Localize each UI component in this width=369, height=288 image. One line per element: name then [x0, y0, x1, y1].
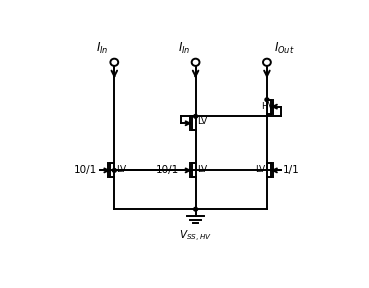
Text: $I_{Out}$: $I_{Out}$: [273, 41, 294, 56]
Text: LV: LV: [255, 164, 265, 173]
Text: 10/1: 10/1: [155, 165, 179, 175]
Circle shape: [194, 207, 197, 211]
Circle shape: [112, 168, 116, 172]
Text: 10/1: 10/1: [74, 165, 97, 175]
Circle shape: [194, 115, 197, 118]
Text: $I_{In}$: $I_{In}$: [96, 41, 109, 56]
Text: 1/1: 1/1: [283, 165, 300, 175]
Text: LV: LV: [116, 164, 126, 173]
Text: LV: LV: [197, 164, 207, 173]
Text: LV: LV: [197, 118, 207, 126]
Text: HV: HV: [261, 102, 274, 111]
Text: $I_{In}$: $I_{In}$: [177, 41, 190, 56]
Circle shape: [265, 98, 269, 101]
Text: $V_{SS,HV}$: $V_{SS,HV}$: [179, 229, 212, 244]
